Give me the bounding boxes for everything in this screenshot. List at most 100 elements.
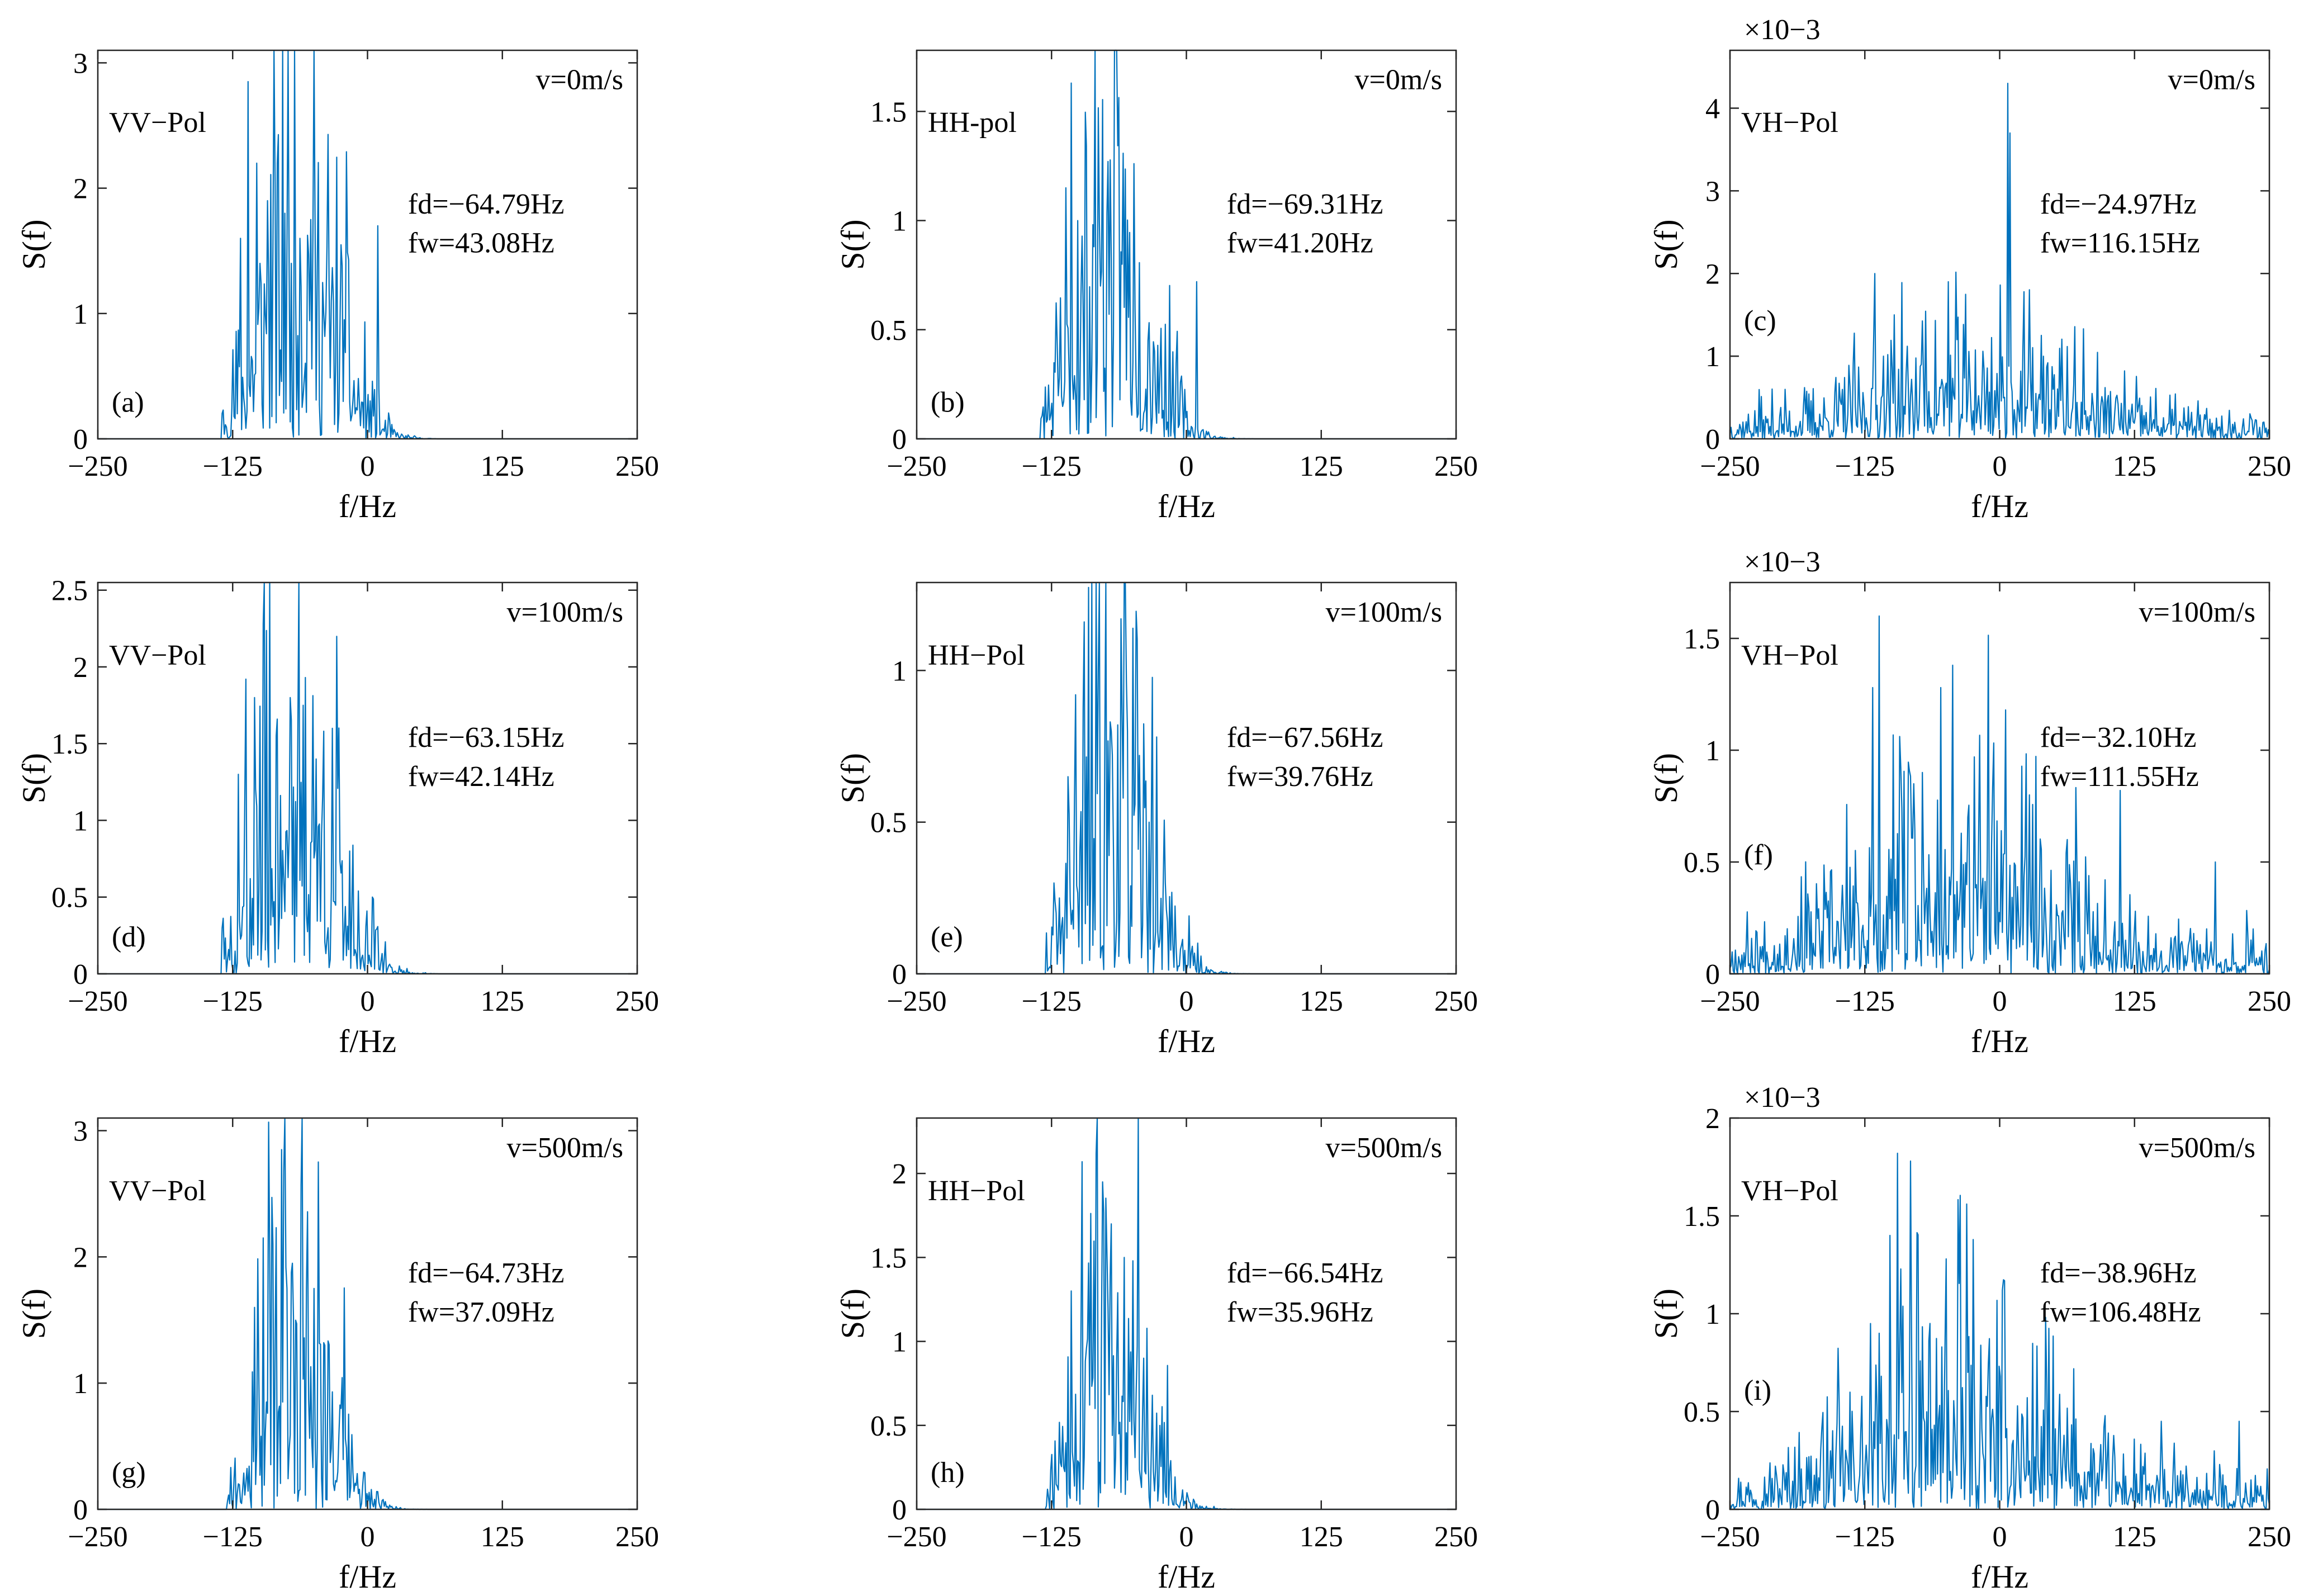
y-tick-label: 1.5 xyxy=(870,96,907,128)
x-tick-label: −125 xyxy=(203,986,263,1017)
y-tick-label: 1 xyxy=(1705,735,1720,767)
panel-label: (f) xyxy=(1744,839,1773,871)
spectrum-line-c xyxy=(1729,83,2270,440)
polarization-label: VV−Pol xyxy=(109,107,206,139)
polarization-label: VH−Pol xyxy=(1741,640,1838,671)
x-tick-label: −250 xyxy=(887,1521,946,1553)
doppler-width-label: fw=35.96Hz xyxy=(1227,1296,1373,1328)
x-tick-label: 0 xyxy=(1993,1521,2007,1553)
x-tick-label: −250 xyxy=(1700,1521,1760,1553)
x-tick-label: −250 xyxy=(68,986,127,1017)
doppler-shift-label: fd=−38.96Hz xyxy=(2040,1257,2197,1289)
x-tick-label: 125 xyxy=(1300,986,1343,1017)
y-tick-label: 1 xyxy=(892,655,907,687)
x-tick-label: 250 xyxy=(615,986,659,1017)
x-tick-label: 0 xyxy=(361,451,375,482)
x-tick-label: −250 xyxy=(887,451,946,482)
x-axis-label: f/Hz xyxy=(1158,1023,1215,1059)
x-tick-label: 0 xyxy=(1179,986,1194,1017)
y-tick-label: 0 xyxy=(892,959,907,991)
doppler-shift-label: fd=−66.54Hz xyxy=(1227,1257,1383,1289)
panel-i: −250 −125 0 125 250 0 0.5 1 1.5 2 f/Hz S(f) ×10−3 VH−… xyxy=(1648,1082,2291,1595)
x-tick-label: −125 xyxy=(1835,451,1895,482)
y-tick-label: 0 xyxy=(1705,959,1720,991)
y-tick-label: 0.5 xyxy=(1684,847,1720,879)
panel-label: (b) xyxy=(931,386,965,418)
y-tick-label: 0 xyxy=(73,1494,88,1526)
y-exponent-label: ×10−3 xyxy=(1744,546,1821,578)
velocity-label: v=500m/s xyxy=(2139,1132,2255,1164)
panel-label: (c) xyxy=(1744,305,1776,337)
x-tick-label: 125 xyxy=(2113,1521,2156,1553)
y-tick-label: 1 xyxy=(73,805,88,837)
panel-label: (i) xyxy=(1744,1375,1771,1406)
y-tick-label: 1 xyxy=(73,1368,88,1400)
y-axis-label: S(f) xyxy=(16,219,52,269)
x-axis-label: f/Hz xyxy=(339,488,396,524)
x-tick-label: 0 xyxy=(361,986,375,1017)
velocity-label: v=0m/s xyxy=(1355,64,1442,96)
y-tick-label: 1 xyxy=(892,206,907,238)
x-tick-label: −125 xyxy=(1835,986,1895,1017)
polarization-label: VH−Pol xyxy=(1741,1175,1838,1207)
y-axis-label: S(f) xyxy=(1648,219,1684,269)
y-axis-label: S(f) xyxy=(835,1289,871,1339)
y-tick-label: 0 xyxy=(73,424,88,456)
y-tick-label: 0 xyxy=(1705,424,1720,456)
y-tick-label: 2 xyxy=(73,652,88,684)
x-tick-label: −250 xyxy=(1700,986,1760,1017)
x-tick-label: 0 xyxy=(361,1521,375,1553)
polarization-label: VV−Pol xyxy=(109,1175,206,1207)
x-axis-label: f/Hz xyxy=(1971,488,2028,524)
velocity-label: v=500m/s xyxy=(507,1132,623,1164)
polarization-label: VH−Pol xyxy=(1741,107,1838,139)
x-tick-label: 0 xyxy=(1993,986,2007,1017)
x-axis-label: f/Hz xyxy=(1158,488,1215,524)
x-tick-label: 250 xyxy=(2248,451,2291,482)
y-tick-label: 0.5 xyxy=(870,315,907,347)
y-tick-label: 1.5 xyxy=(870,1242,907,1274)
y-tick-label: 0.5 xyxy=(51,882,88,914)
y-tick-label: 1 xyxy=(1705,341,1720,373)
y-tick-label: 0 xyxy=(892,1494,907,1526)
y-exponent-label: ×10−3 xyxy=(1744,1082,1821,1114)
doppler-shift-label: fd=−32.10Hz xyxy=(2040,722,2197,754)
doppler-width-label: fw=42.14Hz xyxy=(408,761,554,793)
panel-label: (e) xyxy=(931,921,963,953)
spectrum-line-f xyxy=(1729,615,2270,975)
y-tick-label: 0 xyxy=(892,424,907,456)
velocity-label: v=0m/s xyxy=(2168,64,2255,96)
x-tick-label: 250 xyxy=(1434,451,1478,482)
panel-label: (h) xyxy=(931,1457,965,1489)
x-tick-label: −250 xyxy=(1700,451,1760,482)
x-tick-label: −250 xyxy=(887,986,946,1017)
y-axis-label: S(f) xyxy=(1648,1289,1684,1339)
doppler-shift-label: fd=−24.97Hz xyxy=(2040,188,2197,220)
y-tick-label: 2 xyxy=(73,173,88,205)
polarization-label: VV−Pol xyxy=(109,640,206,671)
doppler-width-label: fw=43.08Hz xyxy=(408,227,554,259)
y-tick-label: 2 xyxy=(1705,258,1720,290)
y-tick-label: 1.5 xyxy=(51,728,88,760)
velocity-label: v=100m/s xyxy=(2139,596,2255,628)
x-tick-label: 0 xyxy=(1179,1521,1194,1553)
y-axis-label: S(f) xyxy=(1648,753,1684,803)
velocity-label: v=100m/s xyxy=(507,596,623,628)
doppler-shift-label: fd=−67.56Hz xyxy=(1227,722,1383,754)
panel-d: −250 −125 0 125 250 0 0.5 1 1.5 2 2.5 f/Hz S(f) VV−Po… xyxy=(16,575,659,1059)
y-exponent-label: ×10−3 xyxy=(1744,14,1821,46)
y-tick-label: 0.5 xyxy=(870,807,907,839)
x-tick-label: −250 xyxy=(68,451,127,482)
x-tick-label: 125 xyxy=(2113,451,2156,482)
doppler-shift-label: fd=−63.15Hz xyxy=(408,722,565,754)
y-axis-label: S(f) xyxy=(16,1289,52,1339)
velocity-label: v=500m/s xyxy=(1326,1132,1442,1164)
x-axis-label: f/Hz xyxy=(1158,1559,1215,1595)
y-tick-label: 3 xyxy=(73,48,88,79)
panel-e: −250 −125 0 125 250 0 0.5 1 f/Hz S(f) HH−Pol v=100m… xyxy=(835,581,1478,1059)
x-axis-label: f/Hz xyxy=(339,1023,396,1059)
doppler-shift-label: fd=−64.79Hz xyxy=(408,188,565,220)
x-tick-label: 250 xyxy=(2248,986,2291,1017)
y-axis-label: S(f) xyxy=(835,219,871,269)
x-tick-label: 250 xyxy=(615,451,659,482)
